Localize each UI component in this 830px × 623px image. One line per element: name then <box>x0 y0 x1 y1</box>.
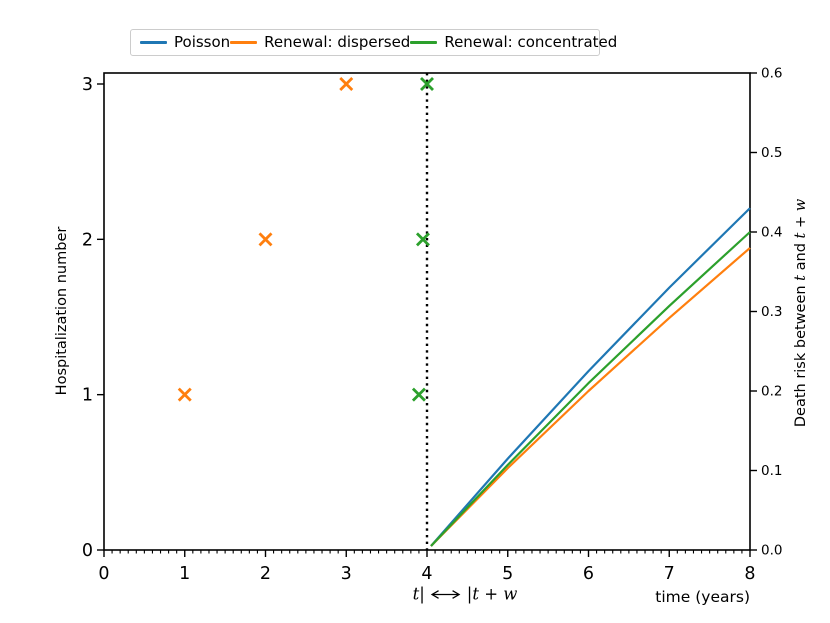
y-right-tick-label: 0.4 <box>761 225 782 241</box>
x-tick-label: 3 <box>341 564 352 584</box>
x-tick-label: 6 <box>583 564 594 584</box>
math-t: t <box>793 232 809 239</box>
x-tick-label: 0 <box>98 564 109 584</box>
math-bar-t: |t <box>466 584 479 604</box>
x-tick-label: 1 <box>179 564 190 584</box>
legend: Poisson Renewal: dispersed Renewal: conc… <box>130 29 617 56</box>
x-tick-label: 4 <box>421 564 432 584</box>
y-left-tick-label: 2 <box>82 230 93 250</box>
y-axis-label-right: Death risk between t and t + w <box>793 199 809 427</box>
x-axis-label: time (years) <box>655 588 750 606</box>
y-right-text: and <box>793 238 809 275</box>
marker-x-renewal-dispersed-hospitalizations <box>177 387 192 402</box>
time-window-annotation: t| |t + w <box>413 585 518 604</box>
y-axis-label-left: Hospitalization number <box>54 226 70 396</box>
y-right-tick-label: 0.0 <box>761 543 782 559</box>
renewal-dispersed-line-swatch <box>230 40 258 45</box>
long-left-right-arrow-icon <box>430 589 461 599</box>
math-w: w <box>503 584 518 604</box>
marker-x-renewal-concentrated-hospitalizations <box>411 387 426 402</box>
line-renewal-dispersed <box>430 247 751 547</box>
y-right-tick-label: 0.2 <box>761 384 782 400</box>
y-right-tick-label: 0.5 <box>761 145 782 161</box>
math-t-bar: t| <box>412 584 425 604</box>
renewal-concentrated-line-swatch <box>410 40 438 45</box>
y-left-tick-label: 0 <box>82 541 93 561</box>
line-renewal-concentrated <box>430 231 751 547</box>
y-left-tick-label: 3 <box>82 75 93 95</box>
line-poisson <box>430 207 751 547</box>
x-tick-label: 7 <box>664 564 675 584</box>
legend-item-renewal-concentrated: Renewal: concentrated <box>410 35 617 50</box>
x-tick-label: 2 <box>260 564 271 584</box>
marker-x-renewal-dispersed-hospitalizations <box>339 77 354 91</box>
marker-x-renewal-dispersed-hospitalizations <box>258 232 273 247</box>
poisson-line-swatch <box>140 40 167 45</box>
y-right-tick-label: 0.1 <box>761 463 782 479</box>
math-plus: + <box>478 584 504 604</box>
y-right-tick-label: 0.3 <box>761 304 782 320</box>
marker-x-renewal-concentrated-hospitalizations <box>420 77 434 91</box>
math-t: t <box>793 274 809 281</box>
legend-label-renewal-dispersed: Renewal: dispersed <box>264 33 411 51</box>
y-right-tick-label: 0.6 <box>761 66 782 82</box>
y-right-text: Death risk between <box>793 280 809 428</box>
marker-x-renewal-concentrated-hospitalizations <box>415 232 430 247</box>
legend-label-renewal-concentrated: Renewal: concentrated <box>444 33 618 51</box>
y-right-text: + <box>793 211 809 233</box>
y-left-tick-label: 1 <box>82 386 93 406</box>
x-tick-label: 5 <box>502 564 513 584</box>
legend-item-poisson: Poisson <box>140 35 230 50</box>
legend-label-poisson: Poisson <box>174 33 231 51</box>
legend-item-renewal-dispersed: Renewal: dispersed <box>230 35 410 50</box>
math-w: w <box>793 198 809 212</box>
x-tick-label: 8 <box>744 564 755 584</box>
